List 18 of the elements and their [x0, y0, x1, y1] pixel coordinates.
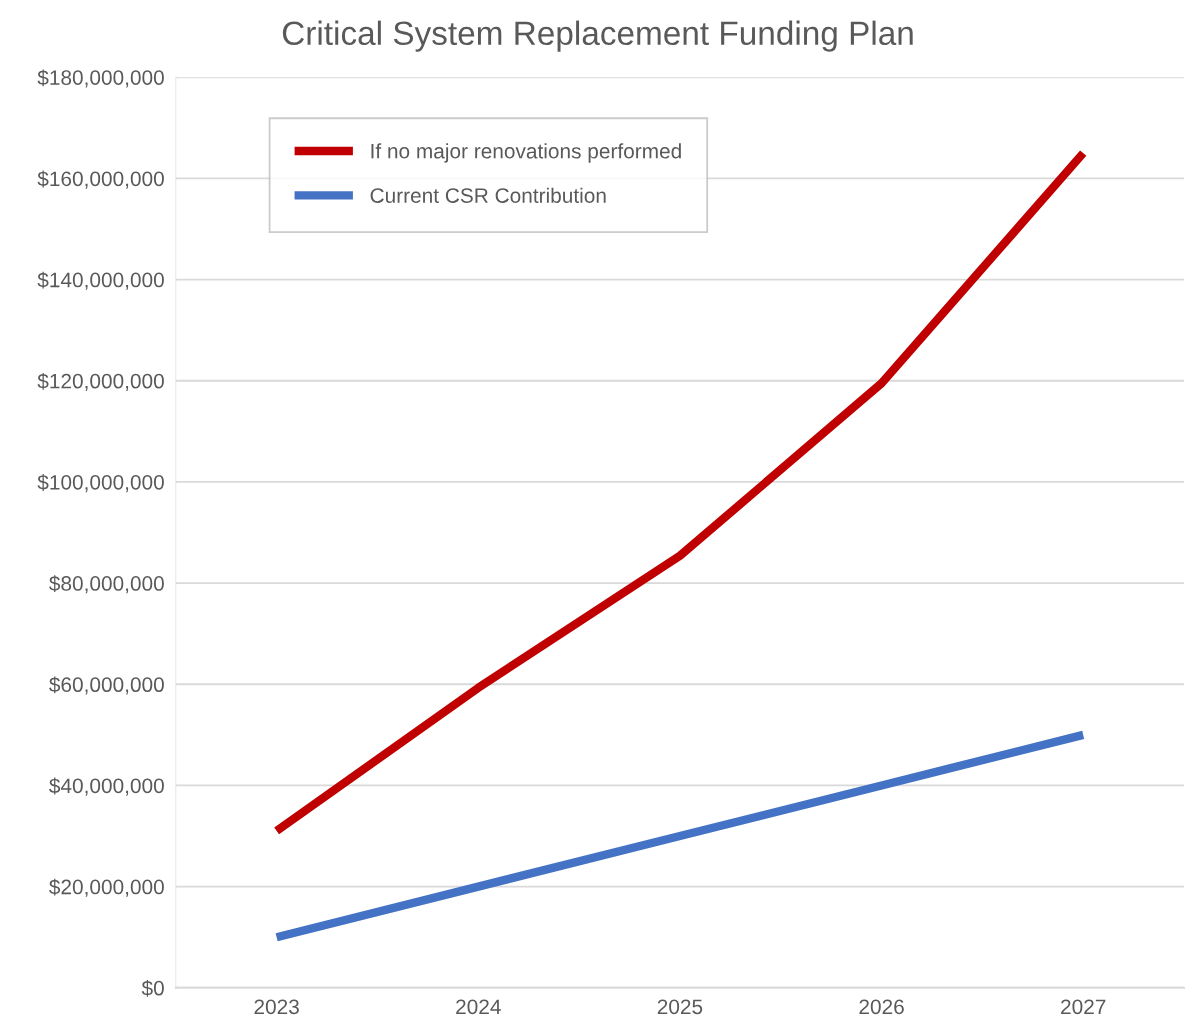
y-tick-label: $40,000,000	[49, 777, 164, 796]
x-tick-label: 2026	[859, 999, 904, 1015]
legend-label: If no major renovations performed	[371, 143, 681, 163]
x-tick-label: 2023	[254, 999, 299, 1015]
y-tick-label: $0	[141, 979, 164, 997]
y-tick-label: $20,000,000	[49, 878, 164, 897]
x-tick-label: 2025	[657, 999, 703, 1015]
y-tick-label: $180,000,000	[37, 69, 164, 88]
y-tick-label: $140,000,000	[37, 271, 164, 290]
y-tick-label: $120,000,000	[37, 372, 164, 391]
y-tick-label: $160,000,000	[37, 170, 164, 189]
y-tick-label: $100,000,000	[37, 474, 164, 493]
y-tick-label: $80,000,000	[49, 575, 164, 594]
x-tick-label: 2027	[1061, 999, 1106, 1015]
y-tick-label: $60,000,000	[49, 676, 164, 695]
x-tick-label: 2024	[456, 999, 501, 1015]
legend-label: Current CSR Contribution	[370, 187, 606, 203]
chart-title: Critical System Replacement Funding Plan	[282, 20, 913, 52]
